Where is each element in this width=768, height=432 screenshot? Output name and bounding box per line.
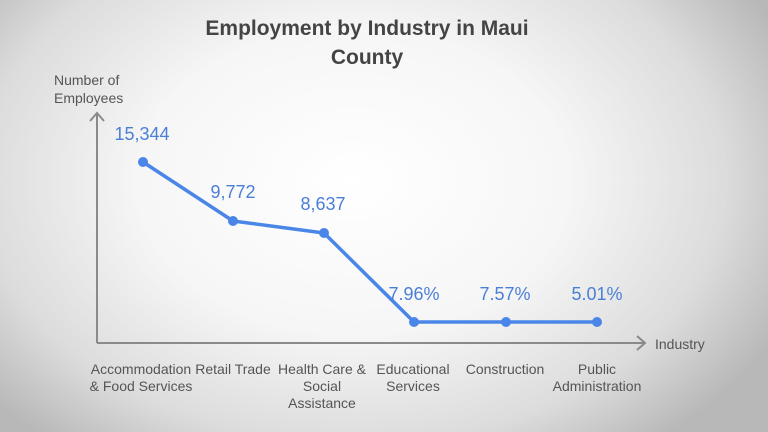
chart-title-line-2: County <box>330 46 404 69</box>
category-label: Accommodation & Food Services <box>90 361 193 395</box>
x-axis-arrow-icon <box>636 335 647 351</box>
category-label: Educational Services <box>376 361 449 395</box>
data-point <box>319 228 329 238</box>
y-axis-label: Number of Employees <box>54 71 123 107</box>
data-point <box>409 317 419 327</box>
category-label-line: & Food Services <box>89 378 193 394</box>
category-label: Public Administration <box>553 361 642 395</box>
data-label: 7.57% <box>479 284 531 304</box>
chart-title: Employment by Industry in Maui County <box>0 14 734 72</box>
category-label: Health Care & Social Assistance <box>278 361 366 412</box>
x-axis <box>97 335 647 351</box>
data-label: 8,637 <box>300 194 346 214</box>
data-point <box>228 216 238 226</box>
category-label-line: Social <box>302 378 342 394</box>
data-label: 5.01% <box>571 284 623 304</box>
data-point <box>501 317 511 327</box>
data-label: 7.96% <box>388 284 440 304</box>
category-label: Retail Trade <box>195 361 270 378</box>
category-label-line: Accommodation <box>90 361 192 377</box>
series-line <box>141 160 599 324</box>
category-label-line: Administration <box>552 378 642 394</box>
category-label-line: Health Care & <box>278 361 366 377</box>
data-point <box>138 157 148 167</box>
x-axis-label: Industry <box>655 336 705 352</box>
category-label-line: Public <box>577 361 617 377</box>
data-label: 9,772 <box>210 182 256 202</box>
y-axis-label-line-2: Employees <box>54 90 124 106</box>
category-label-line: Educational <box>376 361 450 377</box>
data-point <box>592 317 602 327</box>
data-label: 15,344 <box>114 124 170 144</box>
category-label: Construction <box>466 361 545 378</box>
category-label-line: Assistance <box>288 395 356 411</box>
y-axis-label-line-1: Number of <box>54 72 120 88</box>
y-axis <box>89 111 105 343</box>
y-axis-arrow-icon <box>89 111 105 122</box>
chart-title-line-1: Employment by Industry in Maui <box>205 17 529 40</box>
category-label-line: Services <box>386 378 440 394</box>
category-label-line: Retail Trade <box>195 361 271 377</box>
category-label-line: Construction <box>465 361 545 377</box>
